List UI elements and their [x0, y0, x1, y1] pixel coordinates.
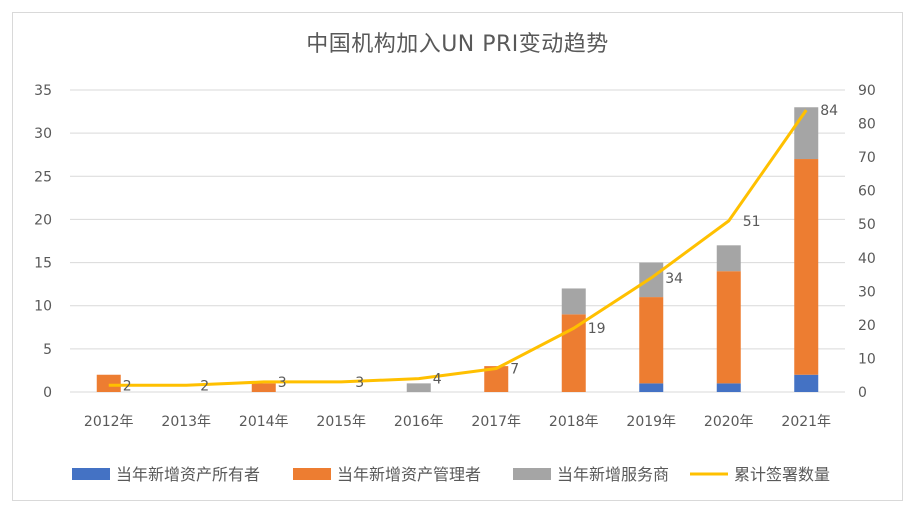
bar-segment — [406, 383, 431, 392]
x-tick-label: 2014年 — [239, 414, 289, 430]
legend-label: 当年新增资产管理者 — [337, 465, 481, 484]
bar-segment — [794, 374, 819, 392]
y-right-tick-label: 40 — [858, 251, 876, 267]
bar-segment — [639, 383, 664, 392]
y-left-tick-label: 10 — [34, 299, 52, 315]
y-right-tick-label: 80 — [858, 117, 876, 133]
legend-swatch — [293, 468, 331, 480]
data-label: 51 — [743, 214, 761, 230]
data-label: 2 — [123, 378, 132, 394]
y-right-tick-label: 10 — [858, 351, 876, 367]
x-tick-label: 2017年 — [471, 414, 521, 430]
y-left-tick-label: 25 — [34, 169, 52, 185]
bar-segment — [561, 288, 586, 315]
legend-label: 当年新增服务商 — [557, 465, 669, 484]
y-right-tick-label: 20 — [858, 318, 876, 334]
y-right-tick-label: 90 — [858, 83, 876, 99]
y-right-tick-label: 30 — [858, 284, 876, 300]
chart-title: 中国机构加入UN PRI变动趋势 — [306, 32, 609, 57]
data-label: 7 — [510, 362, 519, 378]
bar-segment — [716, 245, 741, 272]
data-label: 4 — [433, 372, 442, 388]
y-left-tick-label: 15 — [34, 256, 52, 272]
y-right-tick-label: 70 — [858, 150, 876, 166]
legend-swatch — [513, 468, 551, 480]
data-label: 2 — [200, 378, 209, 394]
y-left-tick-label: 30 — [34, 126, 52, 142]
bar-segment — [716, 271, 741, 384]
x-tick-label: 2021年 — [781, 414, 831, 430]
y-right-tick-label: 60 — [858, 184, 876, 200]
data-label: 34 — [665, 271, 683, 287]
line-series-cumulative — [108, 109, 808, 387]
data-label: 3 — [355, 375, 364, 391]
bar-segment — [794, 107, 819, 160]
data-label: 19 — [588, 321, 606, 337]
x-tick-label: 2020年 — [704, 414, 754, 430]
x-tick-label: 2018年 — [549, 414, 599, 430]
legend-label: 当年新增资产所有者 — [116, 465, 260, 484]
bar-segment — [96, 374, 121, 392]
y-left-tick-label: 20 — [34, 212, 52, 228]
data-label: 84 — [820, 103, 838, 119]
x-tick-label: 2012年 — [84, 414, 134, 430]
bar-segment — [639, 297, 664, 384]
y-left-tick-label: 35 — [34, 83, 52, 99]
x-tick-label: 2015年 — [316, 414, 366, 430]
bar-segment — [639, 262, 664, 298]
chart-border — [12, 12, 903, 501]
bar-segment — [716, 383, 741, 392]
bar-segment — [794, 159, 819, 375]
y-left-tick-label: 5 — [43, 342, 52, 358]
data-label: 3 — [278, 375, 287, 391]
x-tick-label: 2016年 — [394, 414, 444, 430]
legend-swatch — [72, 468, 110, 480]
x-tick-label: 2013年 — [161, 414, 211, 430]
x-tick-label: 2019年 — [626, 414, 676, 430]
bar-segment — [561, 314, 586, 392]
legend-label: 累计签署数量 — [734, 465, 830, 484]
y-right-tick-label: 0 — [858, 385, 867, 401]
y-right-tick-label: 50 — [858, 217, 876, 233]
y-left-tick-label: 0 — [43, 385, 52, 401]
bar-segment — [251, 383, 276, 392]
